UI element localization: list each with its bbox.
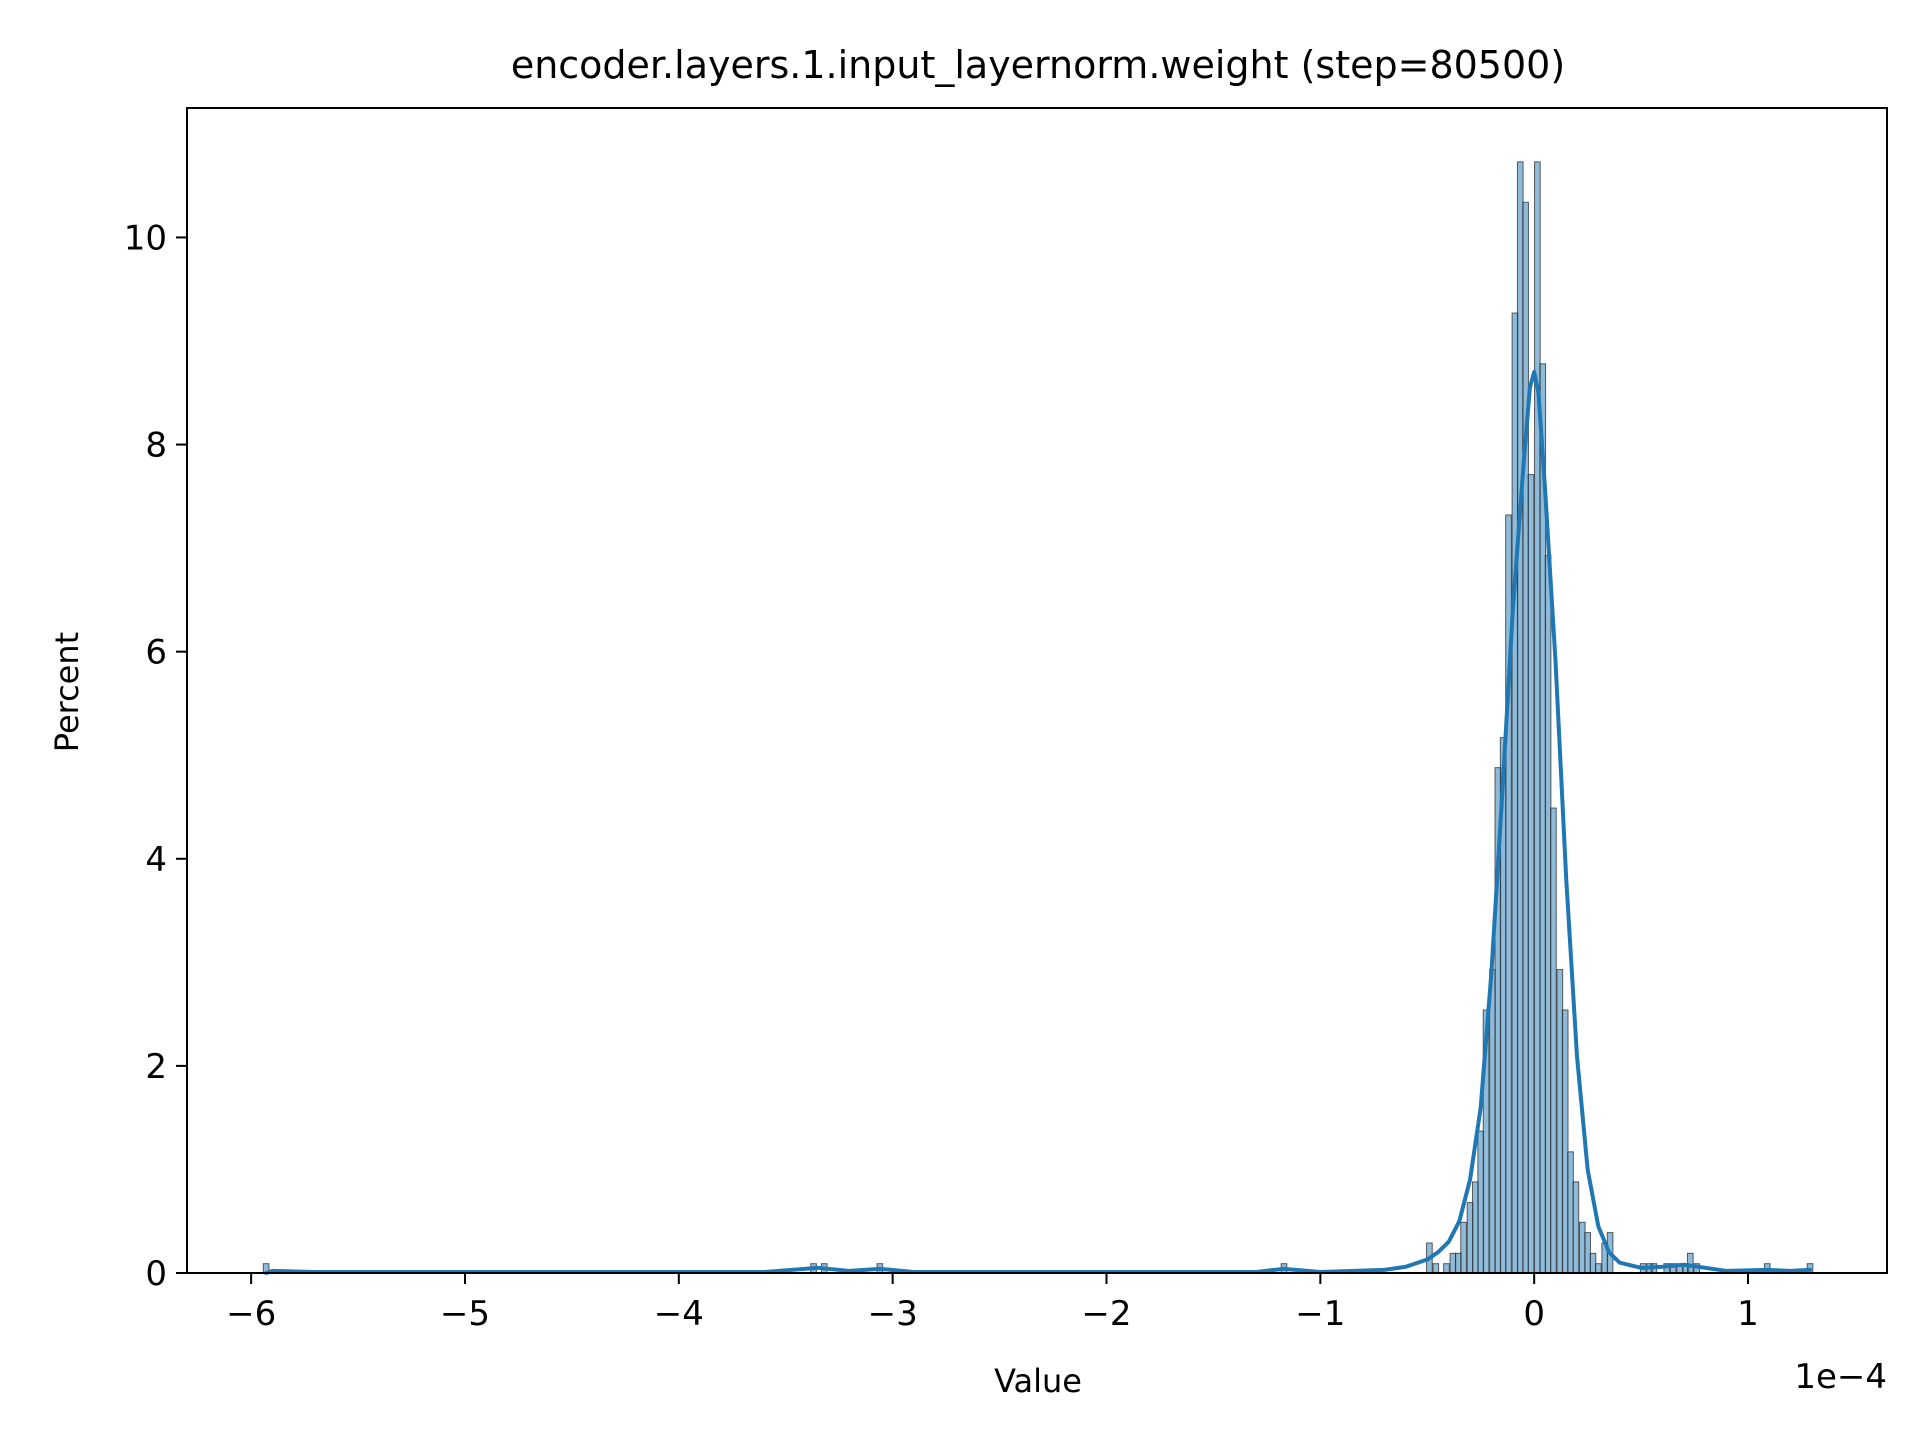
x-tick-label: −4 [654, 1294, 704, 1334]
histogram-bar [1449, 1252, 1457, 1274]
y-tick-label: 4 [145, 840, 167, 880]
histogram-bar [1567, 1151, 1574, 1274]
histogram-bar [1432, 1263, 1440, 1274]
x-tick-label: −3 [868, 1294, 918, 1334]
kde-layer [264, 370, 1813, 1275]
y-tick-label: 2 [145, 1047, 167, 1087]
y-tick-label: 0 [145, 1254, 167, 1294]
kde-line [264, 370, 1813, 1275]
histogram-bar [1594, 1263, 1602, 1274]
x-tick-label: −6 [226, 1294, 276, 1334]
x-axis-ticks: −6 −5 −4 −3 −2 −1 0 1 [226, 1273, 1759, 1334]
histogram-bar [1466, 1202, 1474, 1274]
x-tick-label: 1 [1737, 1294, 1759, 1334]
histogram-bar [1584, 1232, 1591, 1274]
histogram-bar [1522, 201, 1529, 1274]
x-tick-label: 0 [1523, 1294, 1545, 1334]
histogram-bar [1511, 312, 1519, 1274]
histogram-bar [1578, 1221, 1586, 1274]
y-tick-label: 8 [145, 426, 167, 466]
histogram-bar [1454, 1252, 1462, 1274]
histogram-bar [1516, 161, 1524, 1274]
histogram-bar [1489, 969, 1496, 1274]
histogram-bar [1550, 807, 1557, 1274]
y-tick-label: 6 [145, 633, 167, 673]
chart-title: encoder.layers.1.input_layernorm.weight … [511, 43, 1565, 87]
histogram-bar [1556, 969, 1564, 1274]
histogram-bar [1527, 474, 1535, 1274]
histogram-bar [1460, 1221, 1467, 1274]
histogram-bar [1561, 1009, 1569, 1274]
histogram-bar [1534, 161, 1541, 1274]
x-axis-scale-note: 1e−4 [1794, 1357, 1887, 1397]
histogram-bar [1443, 1263, 1450, 1274]
histogram-bar [1572, 1181, 1580, 1274]
x-tick-label: −2 [1081, 1294, 1131, 1334]
histogram-bar [1477, 1130, 1485, 1274]
y-tick-label: 10 [124, 218, 167, 258]
histogram-bar [1472, 1181, 1479, 1274]
y-axis-label: Percent [48, 632, 86, 752]
x-axis-label: Value [994, 1362, 1082, 1400]
histogram-bar [1589, 1252, 1597, 1274]
x-tick-label: −1 [1295, 1294, 1345, 1334]
histogram-bar [1686, 1252, 1694, 1274]
histogram-bar [1544, 554, 1552, 1274]
y-axis-ticks: 0 2 4 6 8 10 [124, 218, 187, 1294]
plot-area-frame [186, 107, 1888, 1274]
x-tick-label: −5 [440, 1294, 490, 1334]
